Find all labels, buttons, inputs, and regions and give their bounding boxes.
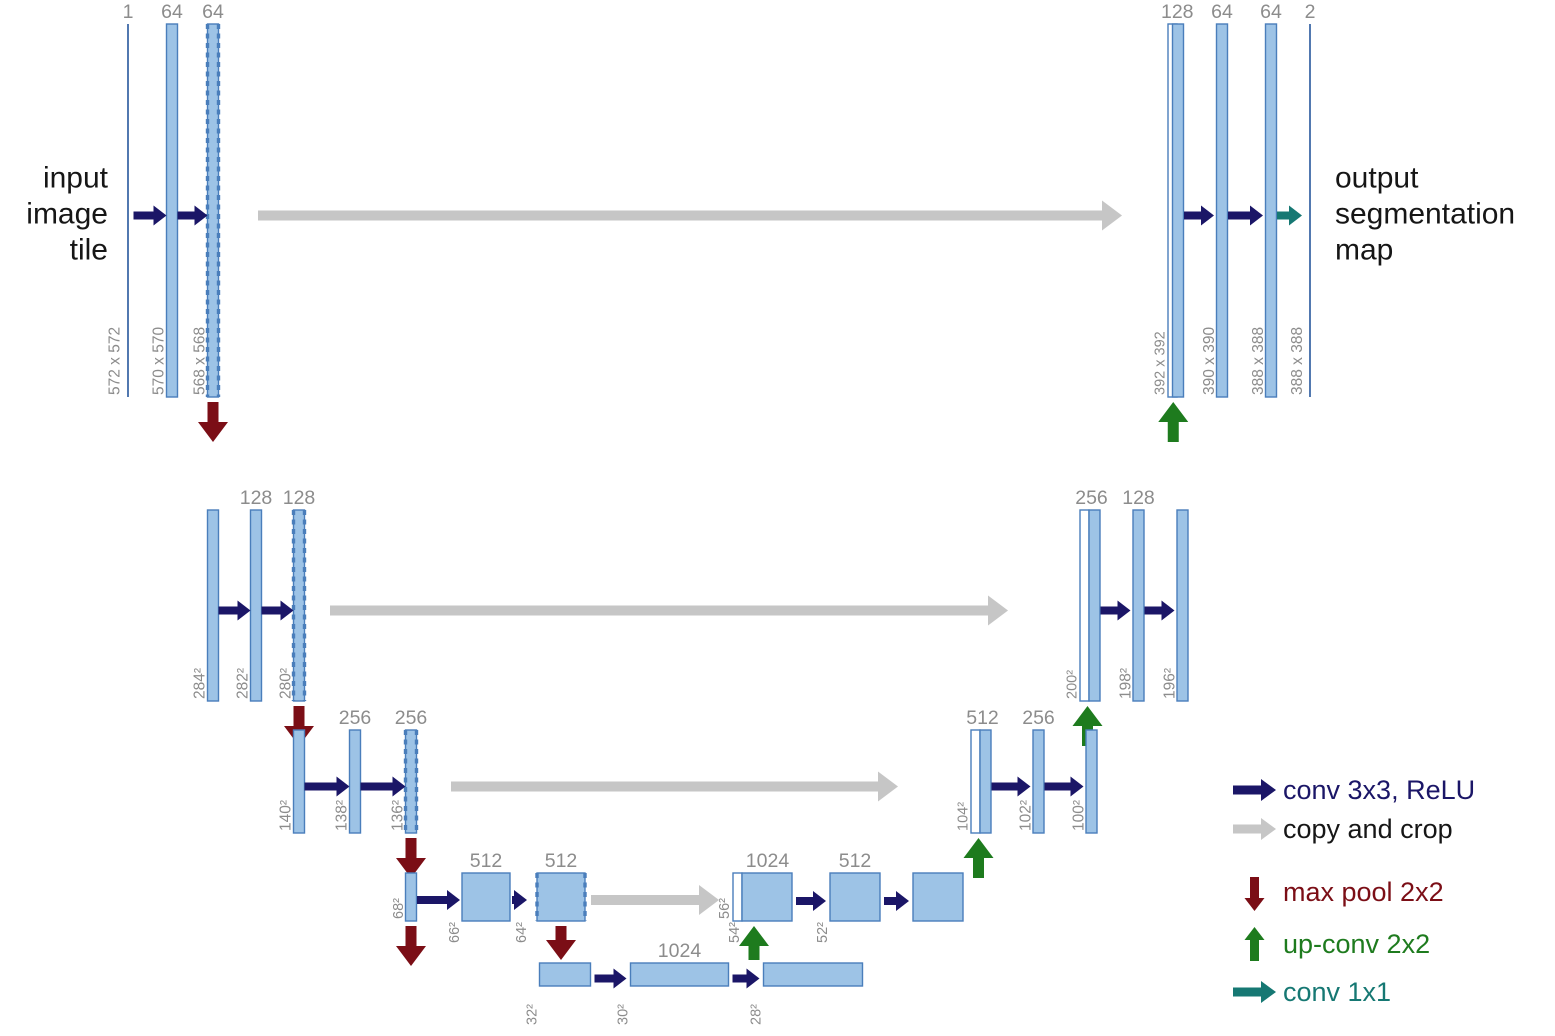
svg-text:66²: 66² (447, 922, 463, 943)
svg-text:1024: 1024 (658, 940, 702, 962)
svg-text:284²: 284² (192, 668, 209, 699)
svg-text:388 x 388: 388 x 388 (1250, 327, 1267, 395)
svg-text:max pool 2x2: max pool 2x2 (1283, 877, 1444, 907)
svg-text:140²: 140² (278, 800, 295, 831)
svg-text:30²: 30² (616, 1004, 632, 1025)
svg-text:map: map (1335, 234, 1393, 267)
svg-text:128: 128 (1122, 487, 1155, 509)
svg-text:image: image (26, 198, 108, 231)
svg-text:1024: 1024 (746, 850, 790, 872)
svg-text:570 x 570: 570 x 570 (151, 327, 168, 395)
svg-text:280²: 280² (278, 668, 295, 699)
svg-text:198²: 198² (1118, 668, 1135, 699)
svg-text:64: 64 (1211, 1, 1233, 23)
svg-text:52²: 52² (815, 922, 831, 943)
svg-text:100²: 100² (1071, 800, 1088, 831)
svg-text:256: 256 (1022, 707, 1055, 729)
svg-text:388 x 388: 388 x 388 (1289, 327, 1306, 395)
svg-text:138²: 138² (334, 800, 351, 831)
svg-text:200²: 200² (1065, 670, 1081, 699)
svg-text:128: 128 (283, 487, 316, 509)
svg-text:512: 512 (545, 850, 578, 872)
svg-text:392 x 392: 392 x 392 (1153, 331, 1169, 395)
svg-text:2: 2 (1305, 1, 1316, 23)
svg-text:256: 256 (1075, 487, 1108, 509)
svg-text:68²: 68² (391, 898, 407, 919)
svg-text:390 x 390: 390 x 390 (1201, 327, 1218, 395)
svg-text:196²: 196² (1162, 668, 1179, 699)
svg-text:input: input (43, 162, 109, 195)
svg-text:56²: 56² (717, 898, 733, 919)
svg-text:conv 1x1: conv 1x1 (1283, 977, 1391, 1007)
svg-text:136²: 136² (390, 800, 407, 831)
svg-text:output: output (1335, 162, 1419, 195)
svg-text:up-conv 2x2: up-conv 2x2 (1283, 929, 1430, 959)
svg-text:copy and crop: copy and crop (1283, 814, 1453, 844)
svg-text:64: 64 (202, 1, 224, 23)
svg-text:256: 256 (395, 707, 428, 729)
svg-text:28²: 28² (749, 1004, 765, 1025)
svg-text:54²: 54² (727, 922, 743, 943)
svg-text:512: 512 (839, 850, 872, 872)
svg-text:282²: 282² (235, 668, 252, 699)
svg-text:128: 128 (1161, 1, 1194, 23)
svg-text:64: 64 (161, 1, 183, 23)
svg-text:conv 3x3, ReLU: conv 3x3, ReLU (1283, 775, 1475, 805)
svg-text:128: 128 (240, 487, 273, 509)
svg-text:64²: 64² (514, 922, 530, 943)
svg-text:572 x 572: 572 x 572 (107, 327, 124, 395)
svg-text:tile: tile (70, 234, 108, 267)
svg-text:32²: 32² (525, 1004, 541, 1025)
svg-text:segmentation: segmentation (1335, 198, 1515, 231)
svg-text:102²: 102² (1018, 800, 1035, 831)
svg-text:512: 512 (470, 850, 503, 872)
svg-text:104²: 104² (956, 802, 972, 831)
svg-text:1: 1 (123, 1, 134, 23)
svg-text:512: 512 (966, 707, 999, 729)
svg-text:256: 256 (339, 707, 372, 729)
svg-text:64: 64 (1260, 1, 1282, 23)
svg-text:568 x 568: 568 x 568 (192, 327, 209, 395)
